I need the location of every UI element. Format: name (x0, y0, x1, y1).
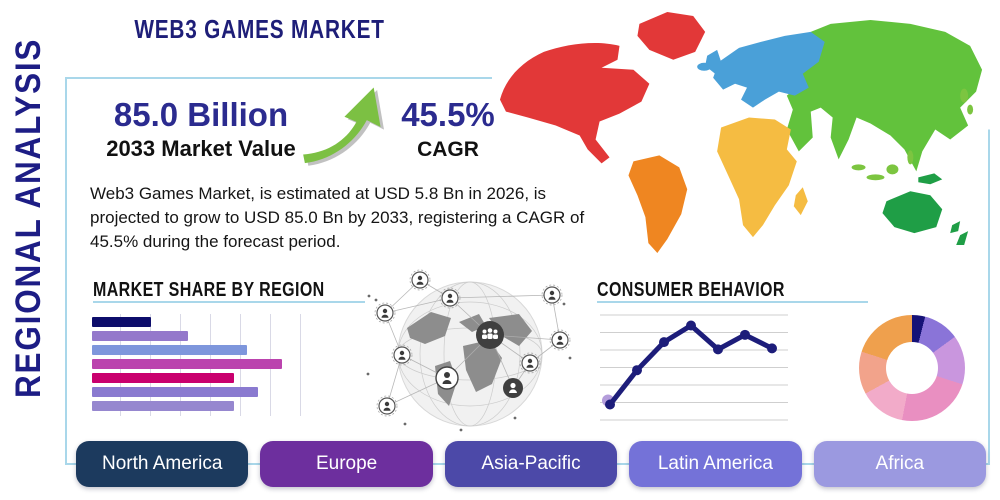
bar-region-3 (92, 345, 247, 355)
growth-arrow-icon (303, 87, 384, 166)
map-asia (786, 19, 983, 172)
map-new-zealand (950, 221, 969, 246)
bar-chart-gridline (300, 314, 301, 416)
line-chart-title: CONSUMER BEHAVIOR (597, 279, 832, 302)
region-buttons: North America Europe Asia-Pacific Latin Ame… (76, 441, 987, 487)
map-iceland (697, 62, 712, 71)
page-title: WEB3 GAMES MARKET (100, 14, 420, 45)
world-map (492, 0, 1000, 254)
region-button-africa[interactable]: Africa (813, 441, 987, 487)
line-point-6 (740, 329, 750, 340)
market-value: 85.0 Billion (113, 96, 289, 133)
map-new-guinea (918, 173, 943, 185)
line-chart-underline (597, 301, 868, 303)
map-philippines (907, 150, 914, 165)
globe-network-graphic (366, 269, 572, 432)
map-australia (882, 191, 943, 234)
region-button-europe[interactable]: Europe (260, 441, 433, 487)
line-point-4 (686, 320, 696, 331)
line-point-2 (632, 365, 642, 376)
market-value-block: 85.0 Billion 2033 Market Value (95, 96, 307, 162)
bar-region-5 (92, 373, 234, 383)
bar-region-7 (92, 401, 234, 411)
map-japan (960, 88, 969, 103)
map-africa (717, 117, 797, 238)
side-label-regional-analysis: REGIONAL ANALYSIS (9, 38, 55, 398)
bar-region-2 (92, 331, 188, 341)
bar-chart-title: MARKET SHARE BY REGION (93, 279, 383, 302)
cagr-caption: CAGR (417, 138, 479, 161)
line-point-3 (659, 337, 669, 348)
map-greenland (637, 11, 706, 60)
page-title-text: WEB3 GAMES MARKET (134, 14, 386, 44)
line-point-5 (713, 344, 723, 355)
map-sumatra (851, 164, 866, 171)
map-europe (713, 31, 825, 108)
bar-region-6 (92, 387, 258, 397)
map-japan-s (967, 104, 974, 115)
region-button-latin-america[interactable]: Latin America (629, 441, 802, 487)
cagr-block: 45.5% CAGR (393, 96, 503, 162)
line-point-7 (767, 343, 777, 354)
bar-region-1 (92, 317, 151, 327)
map-madagascar (793, 187, 808, 216)
side-label-text: REGIONAL ANALYSIS (9, 37, 48, 398)
donut-chart-hole (886, 342, 938, 394)
bar-chart-underline (93, 301, 365, 303)
bar-region-4 (92, 359, 282, 369)
region-button-north-america[interactable]: North America (76, 441, 249, 487)
market-description: Web3 Games Market, is estimated at USD 5… (90, 184, 585, 252)
map-java (866, 174, 885, 181)
line-chart (600, 314, 788, 421)
bar-chart (92, 317, 310, 417)
region-button-asia-pacific[interactable]: Asia-Pacific (444, 441, 618, 487)
map-south-america (628, 155, 688, 254)
cagr-value: 45.5% (401, 96, 495, 133)
line-chart-title-text: CONSUMER BEHAVIOR (597, 279, 785, 301)
map-borneo (886, 164, 899, 175)
map-north-america (499, 42, 650, 164)
market-value-caption: 2033 Market Value (106, 136, 296, 161)
line-point-1 (605, 399, 615, 410)
bar-chart-title-text: MARKET SHARE BY REGION (93, 279, 325, 301)
